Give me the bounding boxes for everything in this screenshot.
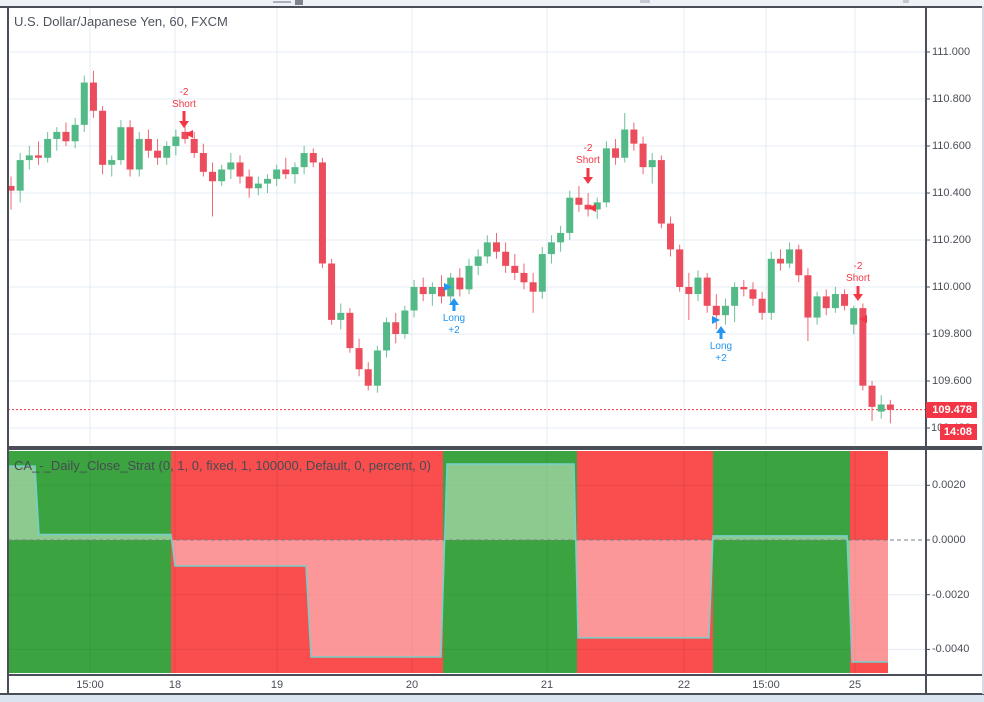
cropped-toolbar-fragment [295, 0, 303, 5]
price-tick-label: 110.800 [932, 93, 971, 105]
time-axis-scale[interactable] [0, 676, 984, 693]
cropped-toolbar-fragment [273, 1, 291, 3]
price-tick-label: 109.600 [932, 375, 972, 387]
price-tick-label: 110.000 [932, 281, 971, 293]
cropped-toolbar-strip [0, 0, 984, 6]
main-price-pane[interactable] [8, 8, 925, 445]
time-tick-label: 18 [168, 679, 182, 691]
current-price-badge: 109.478 [926, 402, 977, 418]
cropped-toolbar-fragment [640, 0, 650, 3]
long-marker-label: Long +2 [442, 313, 466, 336]
indicator-tick-label: 0.0000 [932, 534, 966, 546]
indicator-tick-label: -0.0020 [932, 588, 970, 601]
chart-left-border [7, 6, 9, 694]
indicator-tick-label: -0.0040 [932, 643, 970, 656]
right-edge-border [982, 6, 984, 694]
time-tick-label: 15:00 [752, 679, 780, 691]
long-marker-label: Long +2 [709, 341, 733, 364]
time-tick-label: 22 [677, 679, 691, 691]
strategy-legend[interactable]: CA_-_Daily_Close_Strat (0, 1, 0, fixed, … [14, 458, 431, 473]
short-marker-label: -2 Short [172, 87, 196, 110]
pane-separator[interactable] [7, 446, 984, 450]
time-tick-label: 20 [405, 679, 419, 691]
strategy-pane[interactable] [8, 450, 925, 673]
price-tick-label: 109.800 [932, 328, 972, 340]
symbol-legend[interactable]: U.S. Dollar/Japanese Yen, 60, FXCM [14, 14, 228, 29]
time-tick-label: 21 [540, 679, 554, 691]
price-axis-scale[interactable] [926, 8, 984, 673]
indicator-tick-label: 0.0020 [932, 479, 966, 492]
time-axis-separator [7, 674, 984, 676]
time-tick-label: 25 [848, 679, 862, 691]
time-tick-label: 19 [270, 679, 284, 691]
price-tick-label: 110.200 [932, 234, 971, 246]
short-marker-label: -2 Short [576, 143, 600, 166]
price-tick-label: 110.600 [932, 140, 971, 152]
cropped-bottom-strip [0, 695, 984, 702]
short-marker-label: -2 Short [846, 261, 870, 284]
bar-countdown-badge: 14:08 [940, 424, 977, 440]
time-tick-label: 15:00 [76, 679, 104, 691]
chart-top-border [0, 6, 984, 8]
price-tick-label: 110.400 [932, 187, 971, 199]
chart-bottom-border [0, 693, 984, 695]
price-tick-label: 111.000 [932, 46, 971, 58]
axis-left-border [925, 6, 927, 694]
cropped-toolbar-fragment [903, 0, 909, 3]
